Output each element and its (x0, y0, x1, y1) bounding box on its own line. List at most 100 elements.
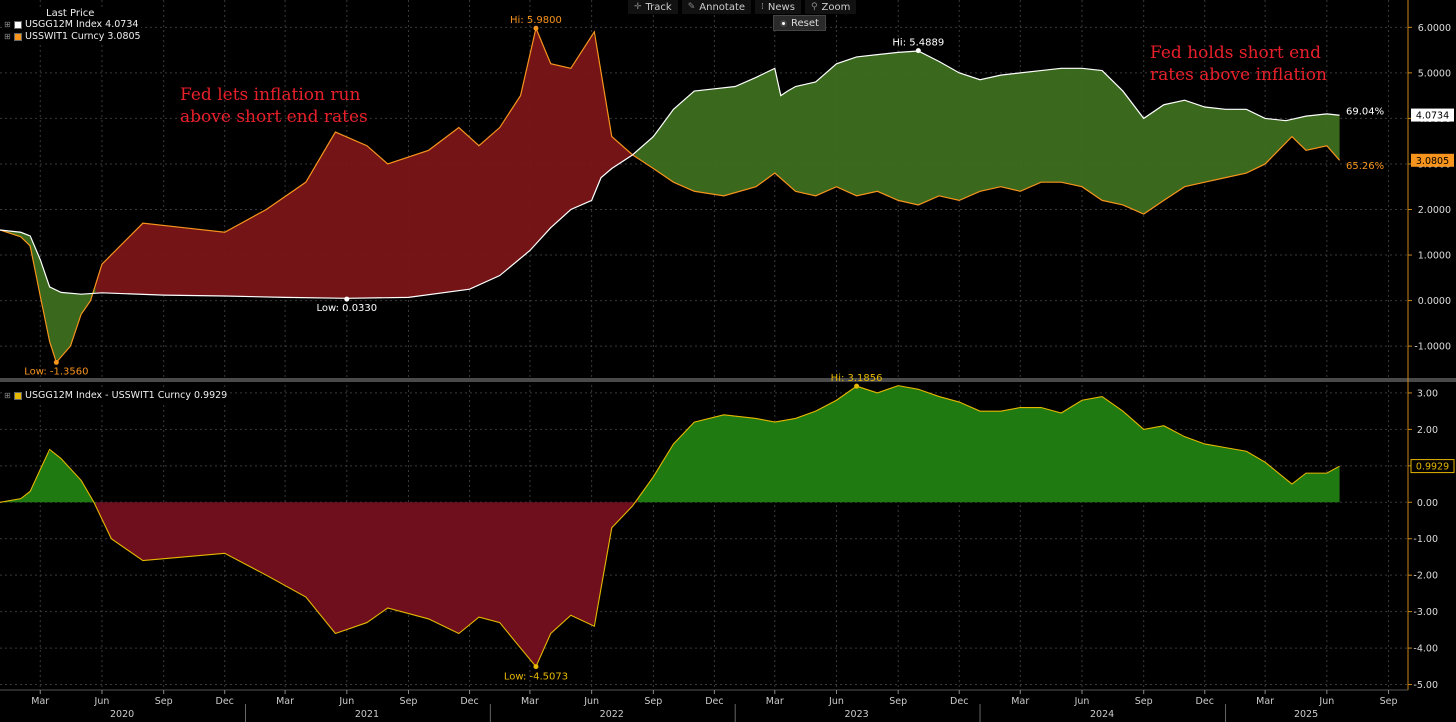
news-label: News (767, 1, 795, 13)
x-tick-label: Dec (950, 696, 968, 707)
fill-inflation-above-rate (95, 28, 635, 299)
x-tick-label: Jun (1318, 696, 1334, 707)
extreme-marker (915, 48, 921, 54)
chart-toolbar: ✛ Track ✎ Annotate ⁞ News ⚲ Zoom (628, 0, 857, 14)
annotate-button[interactable]: ✎ Annotate (681, 0, 752, 14)
expand-icon: ⊞ (4, 391, 11, 400)
year-label: 2023 (845, 709, 869, 720)
x-tick-label: Sep (1380, 696, 1398, 707)
magnifier-icon: ⚲ (810, 2, 818, 12)
y-tick-label: 2.0000 (1418, 205, 1451, 216)
fill-negative-spread (95, 498, 638, 667)
y-tick-label: 0.00 (1417, 498, 1438, 509)
extreme-marker (533, 664, 539, 670)
y-tick-label: 3.00 (1417, 388, 1438, 399)
fill-positive-spread (637, 385, 1340, 503)
year-label: 2024 (1090, 709, 1114, 720)
x-tick-label: Mar (276, 696, 294, 707)
extreme-label: Hi: 3.1856 (831, 373, 883, 384)
annotation-text: rates above inflation (1150, 65, 1327, 85)
legend-label: USSWIT1 Curncy 3.0805 (25, 31, 141, 42)
y-tick-label: -2.00 (1413, 571, 1438, 582)
swatch-icon (14, 21, 22, 29)
y-tick-label: -5.00 (1413, 680, 1438, 691)
last-value-box (1411, 153, 1454, 167)
crosshair-icon: ✛ (634, 2, 642, 12)
extreme-marker (344, 296, 350, 302)
x-tick-label: Jun (1074, 696, 1090, 707)
legend-item-inflation[interactable]: ⊞ USSWIT1 Curncy 3.0805 (4, 31, 141, 43)
x-tick-label: Mar (521, 696, 539, 707)
y-tick-label: 1.0000 (1418, 251, 1451, 262)
expand-icon: ⊞ (4, 20, 11, 29)
swatch-icon (14, 392, 22, 400)
annotate-label: Annotate (699, 1, 746, 13)
last-value-text: 3.0805 (1416, 156, 1449, 167)
legend-top: Last Price ⊞ USGG12M Index 4.0734 ⊞ USSWIT… (4, 8, 141, 43)
annotation-text: Fed holds short end (1150, 43, 1321, 63)
series-line-spread (0, 385, 1340, 668)
percent-label: 69.04% (1346, 107, 1384, 118)
news-button[interactable]: ⁞ News (755, 0, 801, 14)
x-tick-label: Sep (400, 696, 418, 707)
legend-label: USGG12M Index - USSWIT1 Curncy 0.9929 (25, 390, 228, 401)
expand-icon: ⊞ (4, 32, 11, 41)
radio-icon (780, 19, 787, 27)
reset-label: Reset (791, 17, 819, 29)
x-tick-label: Mar (31, 696, 49, 707)
last-value-text: 0.9929 (1416, 462, 1449, 473)
legend-label: USGG12M Index 4.0734 (25, 19, 139, 30)
annotation-text: above short end rates (180, 107, 368, 127)
y-tick-label: 6.0000 (1418, 23, 1451, 34)
track-label: Track (645, 1, 672, 13)
year-label: 2020 (110, 709, 134, 720)
legend-bottom: ⊞ USGG12M Index - USSWIT1 Curncy 0.9929 (4, 390, 228, 402)
extreme-label: Hi: 5.9800 (510, 15, 562, 26)
series-line-usswit1 (0, 26, 1341, 364)
y-tick-label: 5.0000 (1418, 68, 1451, 79)
fill-rate-above-inflation (634, 51, 1340, 214)
y-tick-label: -1.00 (1413, 534, 1438, 545)
year-label: 2025 (1294, 709, 1318, 720)
y-tick-label: 2.00 (1417, 425, 1438, 436)
last-value-text: 4.0734 (1416, 111, 1449, 122)
x-tick-label: Sep (889, 696, 907, 707)
x-tick-label: Dec (216, 696, 234, 707)
y-tick-label: -4.00 (1413, 644, 1438, 655)
last-value-box (1410, 459, 1455, 474)
y-tick-label: -3.00 (1413, 607, 1438, 618)
fill-positive-spread (0, 450, 96, 506)
x-tick-label: Sep (1135, 696, 1153, 707)
track-button[interactable]: ✛ Track (628, 0, 678, 14)
swatch-icon (14, 33, 22, 41)
x-tick-label: Jun (583, 696, 599, 707)
legend-item-rate[interactable]: ⊞ USGG12M Index 4.0734 (4, 19, 141, 31)
extreme-label: Low: 0.0330 (316, 303, 377, 314)
x-tick-label: Sep (644, 696, 662, 707)
x-tick-label: Mar (766, 696, 784, 707)
year-label: 2021 (355, 709, 379, 720)
reset-button[interactable]: Reset (773, 15, 826, 31)
fill-rate-above-inflation (0, 229, 96, 362)
x-tick-label: Sep (155, 696, 173, 707)
percent-label: 65.26% (1346, 161, 1384, 172)
x-tick-label: Dec (705, 696, 723, 707)
zoom-button[interactable]: ⚲ Zoom (804, 0, 857, 14)
y-tick-label: -1.0000 (1414, 342, 1451, 353)
zoom-label: Zoom (821, 1, 851, 13)
series-line-usgg12m (0, 50, 1340, 299)
extreme-label: Low: -4.5073 (504, 672, 568, 683)
panel-separator (0, 378, 1456, 382)
x-tick-label: Jun (828, 696, 844, 707)
bottom-panel: Hi: 3.1856 Low: -4.5073 (0, 373, 1340, 683)
x-tick-label: Dec (1196, 696, 1214, 707)
extreme-marker (854, 383, 860, 389)
legend-header: Last Price (46, 8, 95, 19)
legend-item-spread[interactable]: ⊞ USGG12M Index - USSWIT1 Curncy 0.9929 (4, 390, 227, 402)
extreme-marker (53, 359, 59, 365)
x-axis-band (0, 690, 1456, 722)
x-tick-label: Jun (94, 696, 110, 707)
last-value-box (1411, 108, 1454, 122)
